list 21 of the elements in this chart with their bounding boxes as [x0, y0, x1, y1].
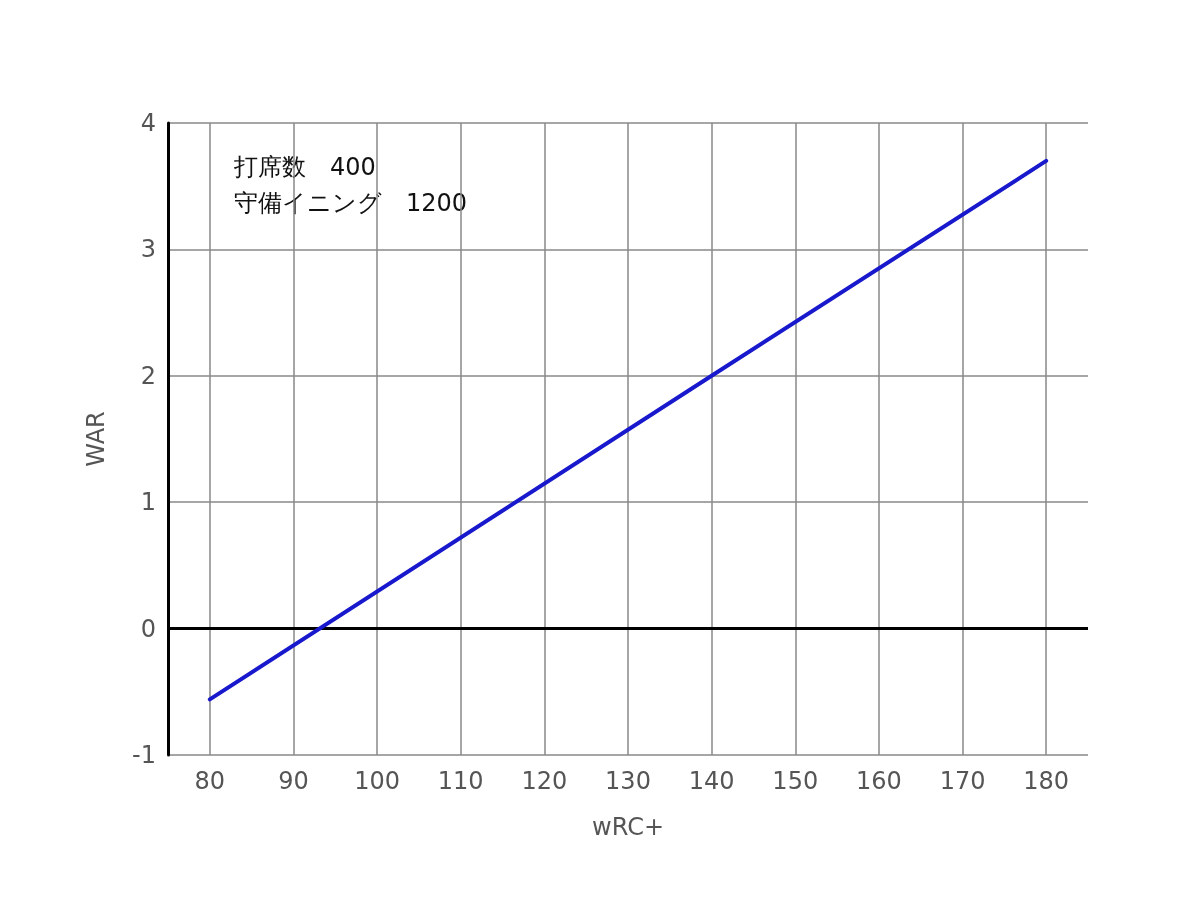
y-tick-label: 0	[140, 614, 156, 643]
y-tick-label: 2	[140, 361, 156, 390]
x-tick-label: 90	[278, 767, 309, 795]
x-tick-label: 80	[194, 767, 226, 795]
y-axis-title: WAR	[82, 411, 110, 467]
x-tick-label: 100	[354, 767, 400, 795]
annotation: 打席数 400	[233, 153, 376, 181]
y-tick-label: 1	[140, 488, 156, 517]
x-tick-label: 150	[772, 767, 819, 795]
x-tick-label: 120	[521, 767, 568, 795]
x-axis-title: wRC+	[592, 813, 664, 841]
x-tick-label: 180	[1023, 767, 1070, 795]
x-tick-label: 130	[605, 767, 651, 795]
annotation: 守備イニング 1200	[234, 189, 468, 217]
x-tick-label: 140	[688, 767, 735, 795]
x-tick-label: 110	[437, 767, 484, 795]
y-tick-label: 4	[140, 109, 156, 137]
y-tick-label: 3	[140, 235, 156, 264]
y-tick-label: -1	[132, 741, 156, 769]
x-tick-label: 160	[856, 767, 902, 795]
x-tick-label: 170	[939, 767, 986, 795]
